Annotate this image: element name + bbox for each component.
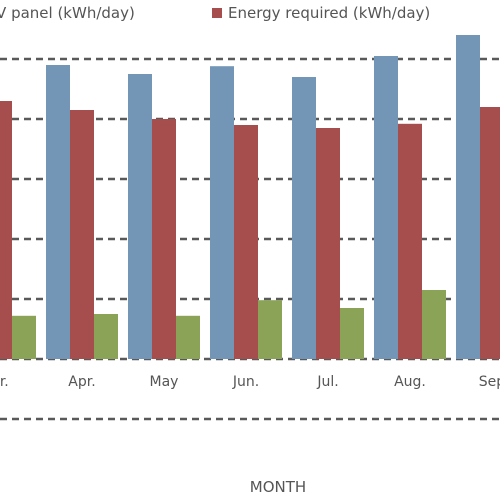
bar-energy-required	[398, 123, 422, 359]
bar-pv-panel	[456, 35, 480, 359]
x-tick-label: Jun.	[232, 374, 259, 390]
x-tick-labels: ar. Apr. May Jun. Jul. Aug. Sep	[0, 374, 500, 390]
x-axis-title: MONTH	[250, 478, 306, 496]
x-tick-label: Aug.	[394, 374, 426, 390]
bars	[0, 35, 500, 359]
bar-pv-panel	[292, 77, 316, 359]
x-tick-label: Sep	[479, 374, 500, 390]
bar-series-3	[422, 290, 446, 359]
bar-energy-required	[0, 101, 12, 359]
legend-swatch-energy-required	[212, 8, 222, 18]
bar-series-3	[94, 314, 118, 359]
legend: PV panel (kWh/day) Energy required (kWh/…	[0, 4, 430, 22]
x-tick-label: Apr.	[68, 374, 95, 390]
bar-series-3	[340, 308, 364, 359]
bar-pv-panel	[210, 66, 234, 359]
bar-pv-panel	[374, 56, 398, 359]
bar-energy-required	[316, 128, 340, 359]
legend-label-pv-panel: PV panel (kWh/day)	[0, 4, 135, 22]
bar-energy-required	[70, 110, 94, 359]
bar-series-3	[176, 315, 200, 359]
x-tick-label: May	[150, 374, 179, 390]
bar-energy-required	[480, 107, 500, 359]
legend-label-energy-required: Energy required (kWh/day)	[228, 4, 430, 22]
x-tick-label: ar.	[0, 374, 9, 390]
bar-energy-required	[152, 119, 176, 359]
x-tick-label: Jul.	[316, 374, 338, 390]
bar-series-3	[12, 315, 36, 359]
bar-pv-panel	[46, 65, 70, 359]
bar-pv-panel	[128, 74, 152, 359]
bar-series-3	[258, 300, 282, 359]
bar-energy-required	[234, 125, 258, 359]
